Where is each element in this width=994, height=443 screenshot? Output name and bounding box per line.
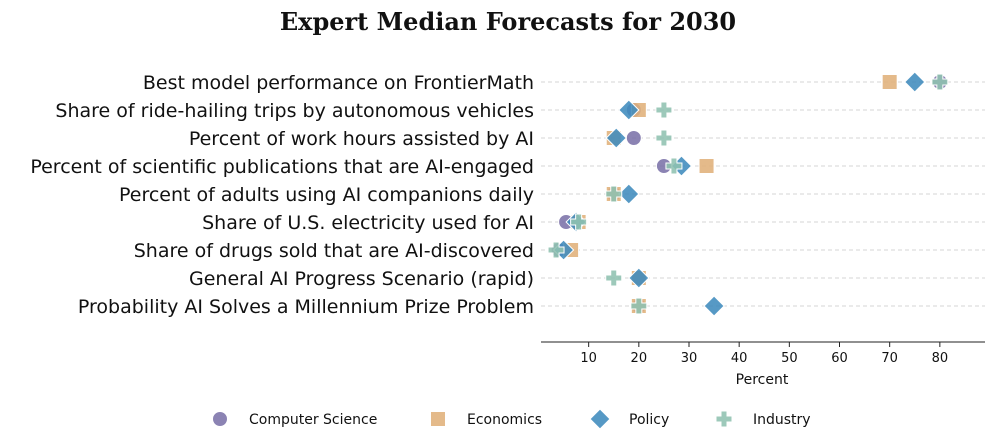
category-label: Percent of scientific publications that … [30,156,534,178]
legend-label: Economics [467,412,542,428]
legend-label: Computer Science [249,412,377,428]
category-label: Share of ride-hailing trips by autonomou… [55,100,534,122]
category-label: General AI Progress Scenario (rapid) [189,268,534,290]
x-tick-label: 60 [831,351,848,366]
data-point [904,71,926,93]
category-labels: Best model performance on FrontierMath Sh… [30,72,534,318]
legend-label: Policy [629,412,669,428]
data-point [698,158,715,174]
x-axis: 10 20 30 40 50 60 70 80 [541,341,985,366]
legend-marker [715,410,733,428]
legend: Computer Science Economics Policy Industry [212,408,811,430]
x-tick-label: 70 [881,351,898,366]
data-point [628,267,650,289]
data-point [605,185,623,203]
category-label: Percent of adults using AI companions da… [119,184,534,206]
x-tick-label: 80 [932,351,949,366]
legend-marker [430,411,446,427]
x-tick-label: 30 [681,351,698,366]
data-point [605,127,627,149]
chart-title: Expert Median Forecasts for 2030 [280,7,736,36]
data-point [655,101,673,119]
data-point [703,295,725,317]
data-point [547,241,565,259]
category-label: Share of drugs sold that are AI-discover… [134,240,534,262]
data-point [618,99,640,121]
legend-marker [589,408,611,430]
legend-marker [212,411,228,427]
x-tick-label: 10 [580,351,597,366]
data-point [665,157,683,175]
data-points [547,71,949,317]
category-label: Best model performance on FrontierMath [143,72,534,94]
data-point [881,74,898,90]
category-label: Probability AI Solves a Millennium Prize… [78,296,534,318]
x-tick-label: 20 [631,351,648,366]
data-point [655,129,673,147]
x-tick-label: 50 [781,351,798,366]
x-axis-label: Percent [736,372,789,388]
x-tick-label: 40 [731,351,748,366]
data-point [625,130,642,146]
data-point [605,269,623,287]
data-point [931,73,949,91]
data-point [630,297,648,315]
category-label: Share of U.S. electricity used for AI [202,212,534,234]
legend-label: Industry [753,412,811,428]
category-label: Percent of work hours assisted by AI [189,128,534,150]
data-point [570,213,588,231]
